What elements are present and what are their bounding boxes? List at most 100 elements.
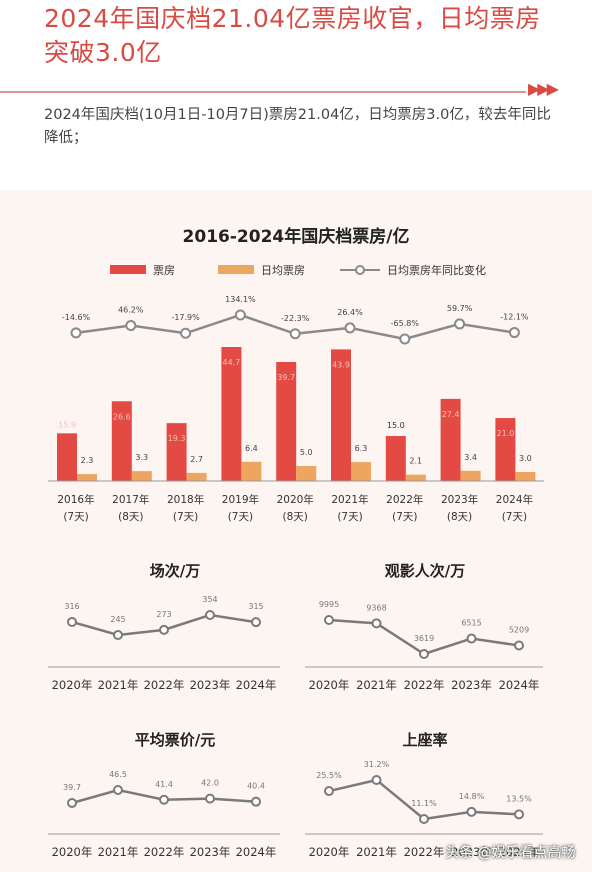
panel-value-label: 354 — [202, 595, 217, 604]
x-tick-label: 2022年 — [386, 493, 423, 506]
panel-point — [466, 806, 477, 817]
yoy-point — [180, 327, 192, 339]
panel-x-tick: 2024年 — [499, 845, 540, 859]
legend-marker-yoy — [355, 265, 365, 275]
panel-value-label: 11.1% — [411, 799, 437, 808]
panel-point — [419, 649, 429, 659]
x-tick-label: 2016年 — [57, 493, 94, 506]
yoy-label: 59.7% — [447, 304, 473, 313]
panel-x-tick: 2020年 — [309, 845, 350, 859]
panel-x-tick: 2022年 — [144, 678, 185, 692]
panel-x-tick: 2021年 — [356, 845, 397, 859]
watermark: 头条 @娱乐看点高畅 — [445, 845, 576, 861]
panel-x-tick: 2020年 — [52, 845, 93, 859]
yoy-point — [125, 320, 137, 332]
panel-x-tick: 2022年 — [404, 845, 445, 859]
yoy-label: -22.3% — [281, 314, 310, 323]
panel-title: 上座率 — [402, 731, 447, 749]
bar-daily — [515, 472, 536, 481]
main-chart-title: 2016-2024年国庆档票房/亿 — [183, 226, 410, 247]
x-tick-sublabel: (7天) — [63, 511, 88, 523]
panel-point — [324, 786, 334, 797]
bar-label-box-office: 39.7 — [277, 373, 295, 382]
panel-value-label: 25.5% — [316, 771, 342, 780]
panel-x-tick: 2024年 — [236, 845, 277, 859]
arrow-decoration-icon: ▶▶▶ — [528, 79, 559, 98]
x-tick-sublabel: (7天) — [228, 511, 253, 523]
panel-point — [159, 624, 169, 635]
x-tick-sublabel: (8天) — [447, 511, 472, 523]
bar-box-office — [331, 349, 351, 481]
panel-point — [159, 794, 169, 805]
yoy-point — [508, 327, 520, 339]
bar-label-daily: 2.3 — [81, 456, 94, 465]
bar-box-office — [440, 398, 461, 481]
panel-title: 观影人次/万 — [385, 562, 465, 580]
bar-daily — [405, 474, 426, 481]
panel-value-label: 46.5 — [109, 770, 127, 779]
panel-value-label: 9368 — [366, 603, 386, 612]
bar-daily — [460, 470, 481, 481]
bar-label-daily: 5.0 — [300, 448, 313, 457]
panel-value-label: 42.0 — [201, 779, 219, 788]
bar-daily — [296, 466, 317, 481]
panel-x-tick: 2023年 — [451, 845, 492, 859]
bar-label-daily: 2.7 — [190, 455, 203, 464]
panel-x-tick: 2023年 — [451, 678, 492, 692]
bar-box-office — [57, 433, 77, 481]
yoy-point — [399, 333, 411, 345]
bar-label-box-office: 43.9 — [332, 360, 350, 369]
panel-point — [251, 796, 261, 807]
panel-value-label: 41.4 — [155, 780, 173, 789]
chart-background — [0, 190, 592, 872]
x-tick-sublabel: (7天) — [337, 511, 362, 523]
bar-daily — [351, 462, 371, 481]
bar-label-daily: 6.4 — [245, 444, 258, 453]
panel-point — [113, 630, 123, 640]
legend-label-daily: 日均票房 — [261, 264, 305, 277]
yoy-label: 26.4% — [337, 308, 363, 317]
bar-label-daily: 3.0 — [519, 454, 532, 463]
panel-title: 场次/万 — [150, 562, 200, 580]
bar-box-office — [111, 401, 132, 481]
bar-label-box-office: 19.3 — [168, 434, 186, 443]
x-tick-label: 2020年 — [277, 493, 314, 506]
bar-box-office — [166, 423, 187, 481]
yoy-point — [454, 318, 466, 330]
panel-value-label: 14.8% — [459, 792, 485, 801]
yoy-label: -12.1% — [500, 313, 529, 322]
legend-swatch-box-office — [110, 265, 146, 274]
panel-point — [419, 814, 429, 824]
panel-point — [371, 618, 382, 629]
panel-point — [514, 809, 524, 820]
panel-x-tick: 2020年 — [309, 678, 350, 692]
bar-daily — [186, 472, 207, 481]
panel-value-label: 316 — [64, 602, 79, 611]
x-tick-sublabel: (8天) — [118, 511, 143, 523]
bar-label-daily: 3.4 — [464, 453, 477, 462]
panel-title: 平均票价/元 — [135, 731, 215, 749]
panel-x-tick: 2022年 — [144, 845, 185, 859]
panel-point — [113, 785, 123, 795]
bar-label-box-office: 27.4 — [442, 410, 460, 419]
x-tick-label: 2018年 — [167, 493, 204, 506]
panel-value-label: 13.5% — [506, 794, 532, 803]
panel-point — [205, 610, 215, 620]
panel-value-label: 5209 — [509, 626, 529, 635]
yoy-point — [289, 328, 301, 340]
panel-point — [371, 775, 382, 785]
bar-label-daily: 3.3 — [135, 453, 148, 462]
x-tick-sublabel: (8天) — [283, 511, 308, 523]
x-tick-label: 2019年 — [222, 493, 259, 506]
bar-daily — [241, 461, 262, 481]
legend-label-yoy: 日均票房年同比变化 — [387, 263, 486, 277]
panel-value-label: 3619 — [414, 634, 434, 643]
panel-x-tick: 2024年 — [236, 678, 277, 692]
yoy-label: -17.9% — [171, 313, 200, 322]
bar-label-daily: 2.1 — [409, 457, 422, 466]
bar-label-box-office: 15.9 — [58, 420, 76, 429]
panel-x-tick: 2021年 — [356, 678, 397, 692]
x-tick-label: 2017年 — [112, 493, 149, 506]
bar-box-office — [221, 347, 242, 481]
